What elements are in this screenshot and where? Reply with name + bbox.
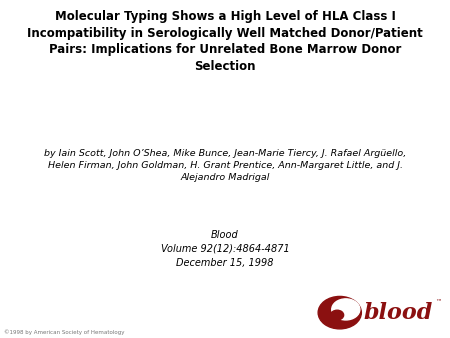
Text: ™: ™ — [435, 300, 441, 305]
Text: Molecular Typing Shows a High Level of HLA Class I
Incompatibility in Serologica: Molecular Typing Shows a High Level of H… — [27, 10, 423, 73]
Circle shape — [332, 299, 360, 320]
Circle shape — [331, 310, 344, 320]
Text: blood: blood — [364, 301, 433, 324]
Text: Blood
Volume 92(12):4864-4871
December 15, 1998: Blood Volume 92(12):4864-4871 December 1… — [161, 230, 289, 268]
Circle shape — [318, 296, 361, 329]
Text: ©1998 by American Society of Hematology: ©1998 by American Society of Hematology — [4, 329, 125, 335]
Text: by Iain Scott, John O’Shea, Mike Bunce, Jean-Marie Tiercy, J. Rafael Argüello,
H: by Iain Scott, John O’Shea, Mike Bunce, … — [44, 149, 406, 182]
